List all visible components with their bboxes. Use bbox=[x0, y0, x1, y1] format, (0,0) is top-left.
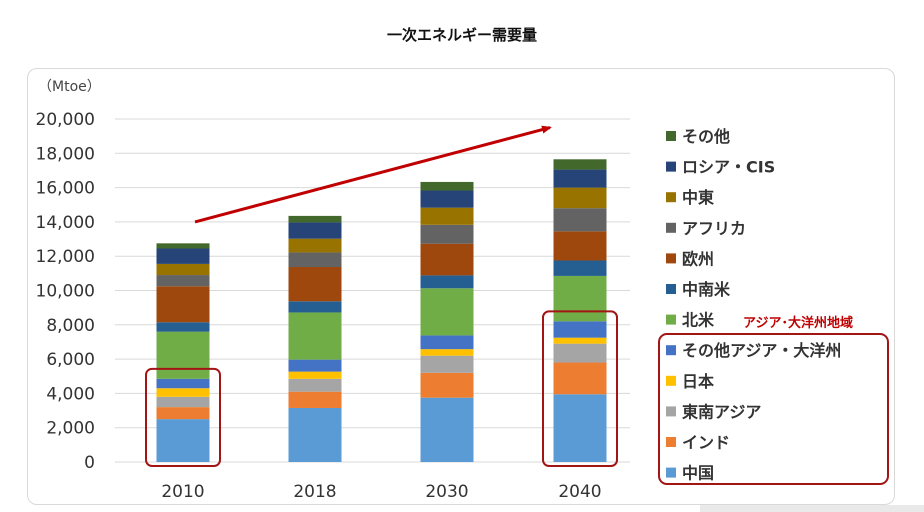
legend-swatch bbox=[666, 131, 676, 141]
legend-swatch bbox=[666, 222, 676, 233]
legend-swatch bbox=[666, 192, 676, 203]
y-tick-label: 8,000 bbox=[46, 316, 95, 336]
legend-swatch bbox=[666, 467, 676, 478]
bar-segment bbox=[156, 248, 210, 264]
bar-segment bbox=[288, 378, 342, 392]
y-axis-unit: （Mtoe） bbox=[38, 79, 101, 95]
x-tick-label: 2018 bbox=[293, 482, 336, 502]
bar-segment bbox=[420, 355, 474, 373]
asia-highlight-box bbox=[542, 310, 618, 467]
bar-segment bbox=[420, 349, 474, 356]
y-tick-label: 0 bbox=[84, 453, 95, 473]
bar-segment bbox=[156, 243, 210, 249]
bar-segment bbox=[288, 301, 342, 313]
legend-label: 中南米 bbox=[682, 280, 731, 299]
legend-label: 欧州 bbox=[682, 249, 714, 268]
bar-segment bbox=[553, 208, 607, 232]
y-tick-label: 2,000 bbox=[46, 419, 95, 439]
legend-label: インド bbox=[682, 433, 730, 452]
legend-swatch bbox=[666, 253, 676, 264]
bar-segment bbox=[553, 343, 607, 363]
bar-segment bbox=[156, 263, 210, 276]
bar-segment bbox=[288, 359, 342, 372]
x-tick-label: 2010 bbox=[161, 482, 204, 502]
y-tick-label: 20,000 bbox=[36, 110, 95, 130]
legend-label: ロシア・CIS bbox=[682, 158, 775, 177]
legend-label: 北米 bbox=[682, 311, 715, 330]
bar-segment bbox=[288, 267, 342, 302]
bar-segment bbox=[156, 407, 210, 420]
x-tick-label: 2040 bbox=[558, 482, 601, 502]
bar-segment bbox=[420, 243, 474, 276]
y-tick-label: 4,000 bbox=[46, 384, 95, 404]
bar-segment bbox=[288, 371, 342, 379]
bar-segment bbox=[156, 388, 210, 397]
bar-segment bbox=[420, 181, 474, 191]
legend-swatch bbox=[666, 314, 676, 325]
y-tick-label: 16,000 bbox=[36, 179, 95, 199]
legend-swatch bbox=[666, 161, 676, 172]
bar-segment bbox=[553, 275, 607, 322]
legend-label: 中国 bbox=[682, 464, 714, 483]
chart-title: 一次エネルギー需要量 bbox=[386, 26, 537, 44]
bar-segment bbox=[553, 394, 607, 462]
bar-segment bbox=[420, 397, 474, 462]
bar-segment bbox=[288, 391, 342, 408]
bar-segment bbox=[553, 260, 607, 276]
y-tick-label: 14,000 bbox=[36, 213, 95, 233]
legend-swatch bbox=[666, 375, 676, 386]
legend-swatch bbox=[666, 284, 676, 294]
legend-label: 東南アジア bbox=[682, 402, 761, 421]
bar-segment bbox=[156, 378, 210, 389]
y-tick-label: 18,000 bbox=[36, 144, 95, 164]
bar-segment bbox=[420, 224, 474, 244]
y-tick-label: 12,000 bbox=[36, 247, 95, 267]
bar-segment bbox=[553, 169, 607, 188]
bar-segment bbox=[553, 321, 607, 338]
bar-segment bbox=[156, 286, 210, 323]
bar-segment bbox=[420, 372, 474, 398]
bar-segment bbox=[553, 337, 607, 344]
bar-segment bbox=[420, 207, 474, 225]
y-tick-label: 6,000 bbox=[46, 350, 95, 370]
legend-swatch bbox=[666, 406, 676, 417]
x-tick-label: 2030 bbox=[425, 482, 468, 502]
bar-segment bbox=[156, 275, 210, 287]
y-tick-label: 10,000 bbox=[36, 282, 95, 302]
legend-asia-highlight-box bbox=[658, 333, 889, 485]
bar-segment bbox=[288, 222, 342, 239]
legend-swatch bbox=[666, 345, 676, 356]
bar-segment bbox=[156, 419, 210, 462]
bar-segment bbox=[156, 331, 210, 379]
bar-segment bbox=[420, 288, 474, 336]
bar-segment bbox=[420, 190, 474, 208]
bar-segment bbox=[553, 187, 607, 209]
bar-segment bbox=[553, 159, 607, 170]
bar-segment bbox=[420, 335, 474, 350]
bar-segment bbox=[288, 312, 342, 360]
asia-highlight-box bbox=[145, 367, 221, 468]
bar-segment bbox=[288, 238, 342, 253]
bar-segment bbox=[420, 275, 474, 289]
bar-segment bbox=[288, 252, 342, 268]
legend-label: 中東 bbox=[682, 188, 714, 207]
bar-segment bbox=[288, 407, 342, 462]
legend-label: 日本 bbox=[682, 372, 714, 391]
bar-segment bbox=[156, 322, 210, 332]
legend-label: アフリカ bbox=[682, 219, 746, 238]
bar-segment bbox=[553, 231, 607, 261]
legend-label: その他アジア・大洋州 bbox=[682, 341, 841, 360]
legend-label: その他 bbox=[682, 127, 730, 146]
bar-segment bbox=[156, 396, 210, 408]
trend-arrow bbox=[194, 125, 552, 224]
corner-shade bbox=[700, 505, 924, 512]
asia-region-annotation: アジア･大洋州地域 bbox=[743, 315, 853, 331]
bar-segment bbox=[288, 215, 342, 223]
legend-swatch bbox=[666, 437, 676, 447]
bar-segment bbox=[553, 362, 607, 395]
